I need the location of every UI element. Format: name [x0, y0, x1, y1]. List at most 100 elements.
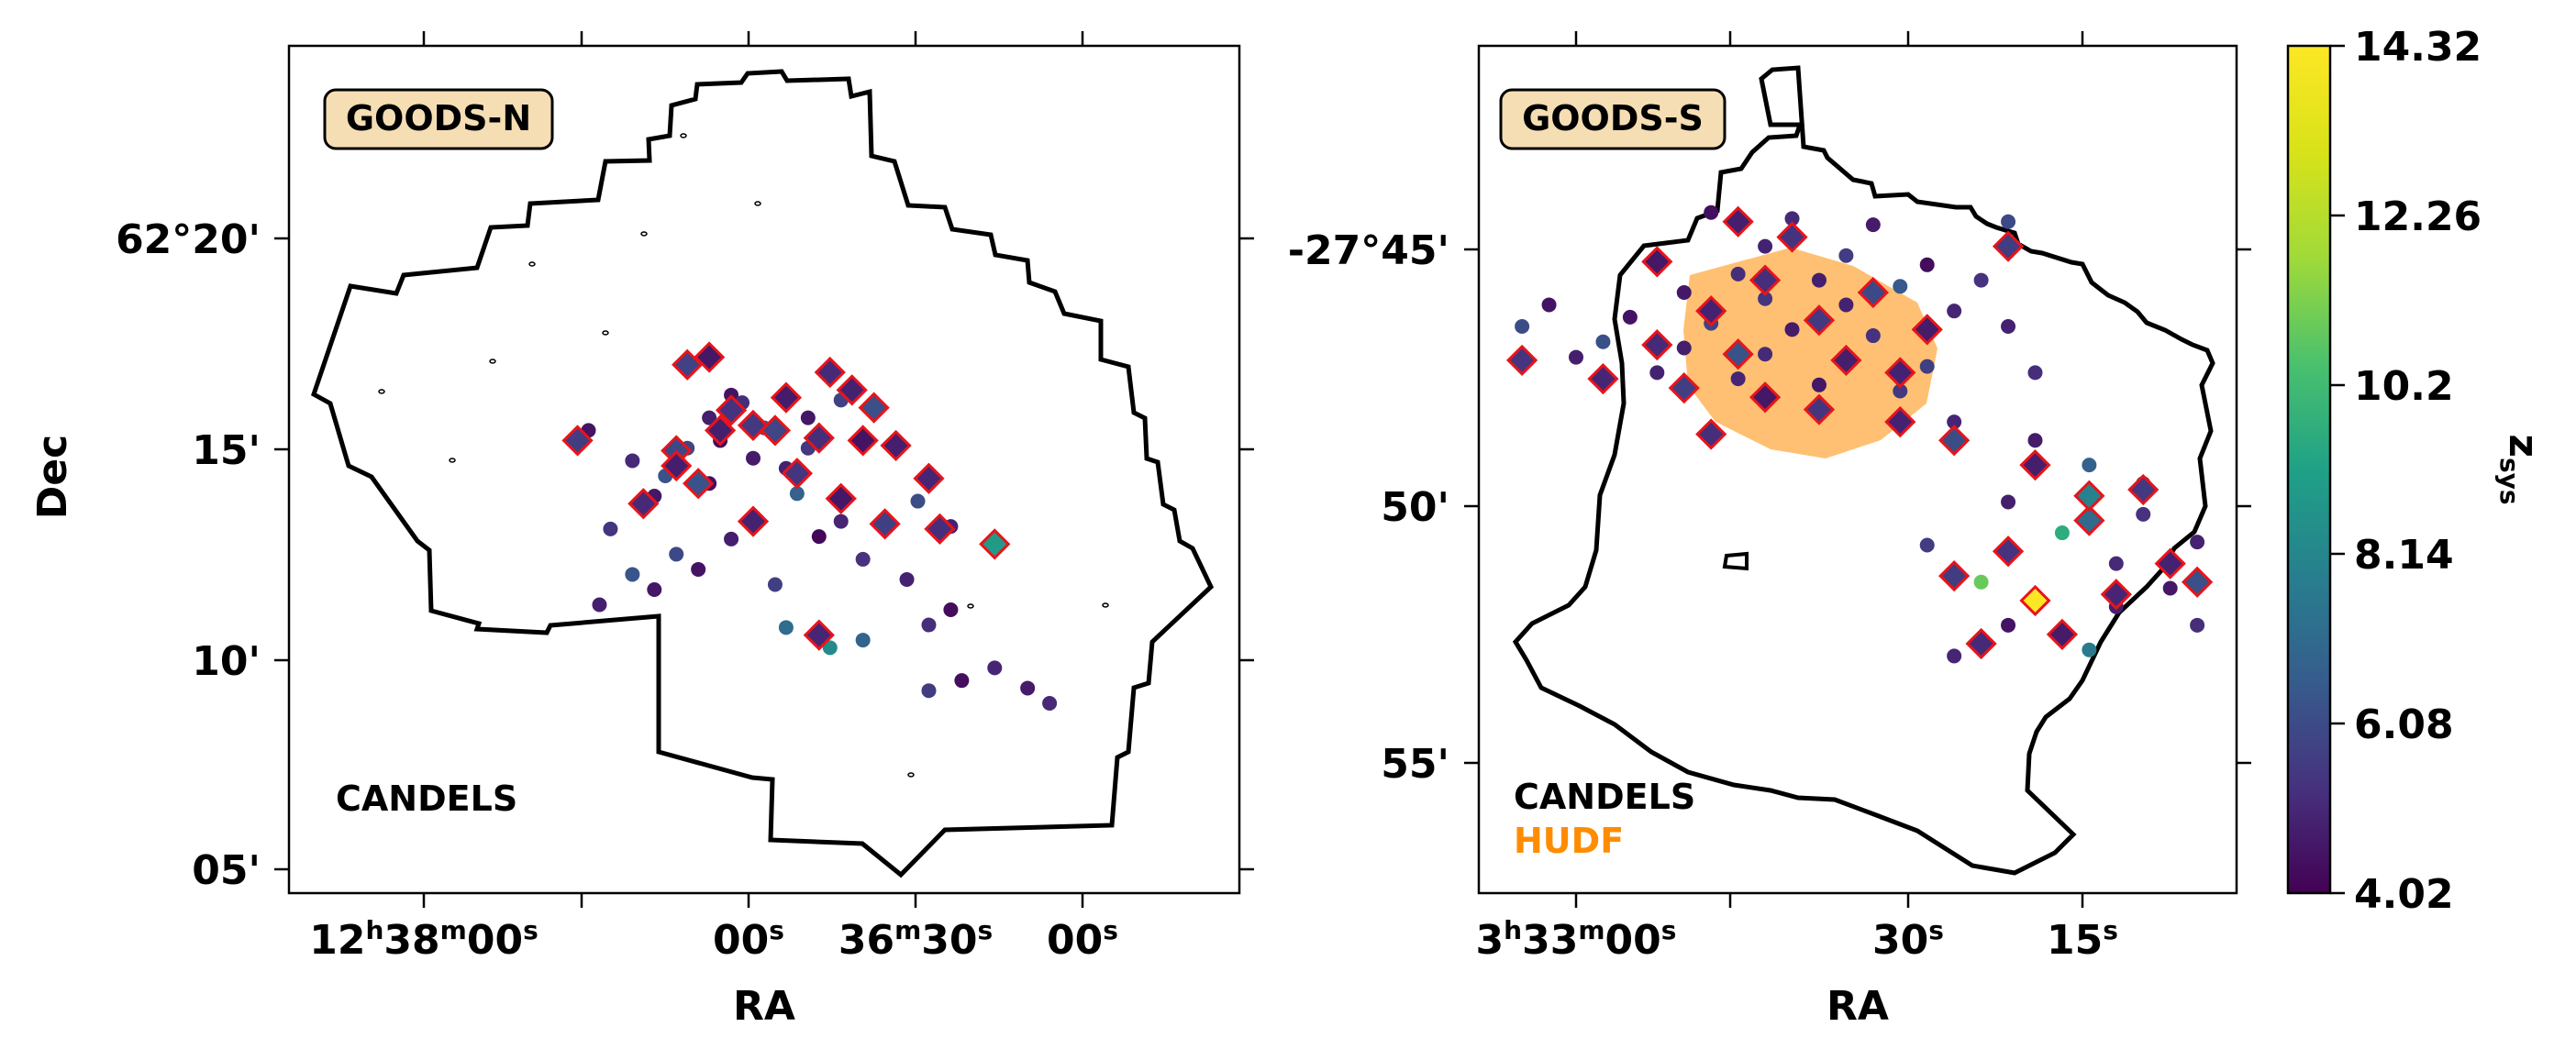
svg-text:GOODS-S: GOODS-S: [1522, 98, 1704, 138]
circle-marker: [899, 571, 915, 587]
diamond-marker: [2181, 566, 2214, 598]
circle-marker: [625, 453, 640, 469]
diamond-marker: [803, 619, 835, 651]
diamond-marker: [869, 508, 901, 540]
circle-marker: [603, 521, 618, 536]
diamond-marker: [1992, 230, 2025, 262]
circle-marker: [789, 486, 805, 502]
diamond-marker: [979, 528, 1011, 560]
diamond-marker: [561, 425, 594, 457]
circle-marker: [921, 683, 937, 699]
diamond-marker: [1749, 264, 1782, 296]
circle-marker: [943, 602, 959, 618]
circle-marker: [2082, 458, 2097, 473]
circle-marker: [1020, 680, 1036, 696]
diamond-marker: [704, 414, 737, 447]
y-axis-title: Dec: [29, 435, 76, 519]
diamond-marker: [924, 513, 956, 545]
x-axis-title-goods-n: RA: [733, 983, 795, 1030]
circle-marker: [1042, 695, 1058, 711]
diamond-marker: [1641, 329, 1673, 361]
circle-marker: [1865, 217, 1881, 233]
diamond-marker: [825, 482, 857, 514]
colorbar-tick-label: 8.14: [2354, 532, 2454, 579]
colorbar-title: zsys: [2494, 434, 2547, 504]
diamond-marker: [2019, 449, 2051, 481]
diamond-marker: [694, 341, 726, 373]
circle-marker: [1919, 359, 1935, 374]
circle-marker: [669, 547, 684, 562]
circle-marker: [1947, 648, 1962, 664]
diamond-marker: [2073, 480, 2105, 512]
circle-marker: [1919, 537, 1935, 553]
circle-marker: [1973, 574, 1989, 590]
diamond-marker: [759, 414, 792, 447]
survey-label-hudf: HUDF: [1514, 821, 1624, 861]
circle-marker: [2001, 494, 2016, 510]
circle-marker: [1947, 304, 1962, 319]
diamond-marker: [1722, 205, 1754, 237]
diamond-marker: [1803, 304, 1836, 337]
circle-marker: [1811, 377, 1827, 392]
ytick-label: 15': [192, 427, 261, 474]
contour-specks: [378, 133, 1109, 778]
diamond-marker: [2100, 579, 2132, 611]
circle-marker: [2027, 433, 2043, 448]
circle-marker: [1622, 309, 1638, 325]
diamond-marker: [1992, 536, 2025, 568]
diamond-marker: [1938, 559, 1971, 592]
circle-marker: [1973, 272, 1989, 288]
circle-marker: [1541, 297, 1557, 313]
diamond-marker: [1911, 314, 1943, 346]
plot-frame-goods-n: [287, 44, 1241, 895]
diamond-marker: [1884, 357, 1916, 389]
circle-marker: [855, 633, 871, 648]
diamond-marker: [1668, 372, 1700, 404]
circle-marker: [1758, 291, 1773, 306]
diamond-marker: [1695, 295, 1727, 327]
circle-marker: [1919, 257, 1935, 272]
circle-marker: [987, 660, 1003, 676]
circle-marker: [1595, 334, 1611, 349]
colorbar-tick-label: 6.08: [2354, 701, 2454, 748]
circle-marker: [1838, 297, 1854, 313]
diamond-marker: [770, 381, 803, 414]
diamond-marker: [1965, 627, 1997, 660]
circle-marker: [822, 640, 838, 656]
y-ticks-goods-s: [1464, 248, 2251, 765]
circle-marker: [778, 620, 794, 635]
circle-marker: [1569, 349, 1583, 365]
ytick-label: 50': [1381, 484, 1449, 531]
diamond-marker: [1830, 344, 1862, 377]
colorbar-tick-label: 14.32: [2354, 24, 2482, 71]
circle-marker: [702, 410, 717, 425]
diamond-marker: [1587, 362, 1619, 395]
ytick-label: 62°20': [116, 216, 261, 263]
xtick-label: 12h38m00s: [309, 915, 539, 964]
diamond-marker: [1505, 344, 1538, 377]
circle-marker: [1676, 340, 1692, 356]
svg-text:GOODS-N: GOODS-N: [346, 98, 531, 138]
diamond-marker: [2127, 473, 2160, 506]
colorbar: 14.32 12.26 10.2 8.14 6.08 4.02 zsys: [2286, 24, 2547, 918]
circle-marker: [910, 493, 926, 509]
diamond-marker: [1884, 406, 1916, 438]
survey-label-candels-s: CANDELS: [1514, 777, 1695, 817]
diamond-marker: [781, 458, 813, 490]
circle-marker: [811, 529, 827, 545]
ytick-label: 55': [1381, 741, 1449, 788]
ytick-label: 10': [192, 638, 261, 685]
x-ticks-goods-s: [1574, 31, 2084, 908]
circle-marker: [1947, 414, 1962, 430]
circle-marker: [647, 581, 662, 597]
colorbar-gradient: [2286, 44, 2332, 895]
diamond-marker: [2019, 584, 2051, 617]
circle-marker: [1893, 383, 1908, 399]
diamond-marker: [2154, 547, 2186, 580]
diamond-marker: [1803, 393, 1836, 425]
circle-marker: [1704, 204, 1719, 220]
circle-marker: [2108, 556, 2124, 571]
circle-marker: [855, 551, 871, 567]
xtick-label: 30s: [1872, 915, 1944, 964]
circle-marker: [2190, 535, 2205, 550]
